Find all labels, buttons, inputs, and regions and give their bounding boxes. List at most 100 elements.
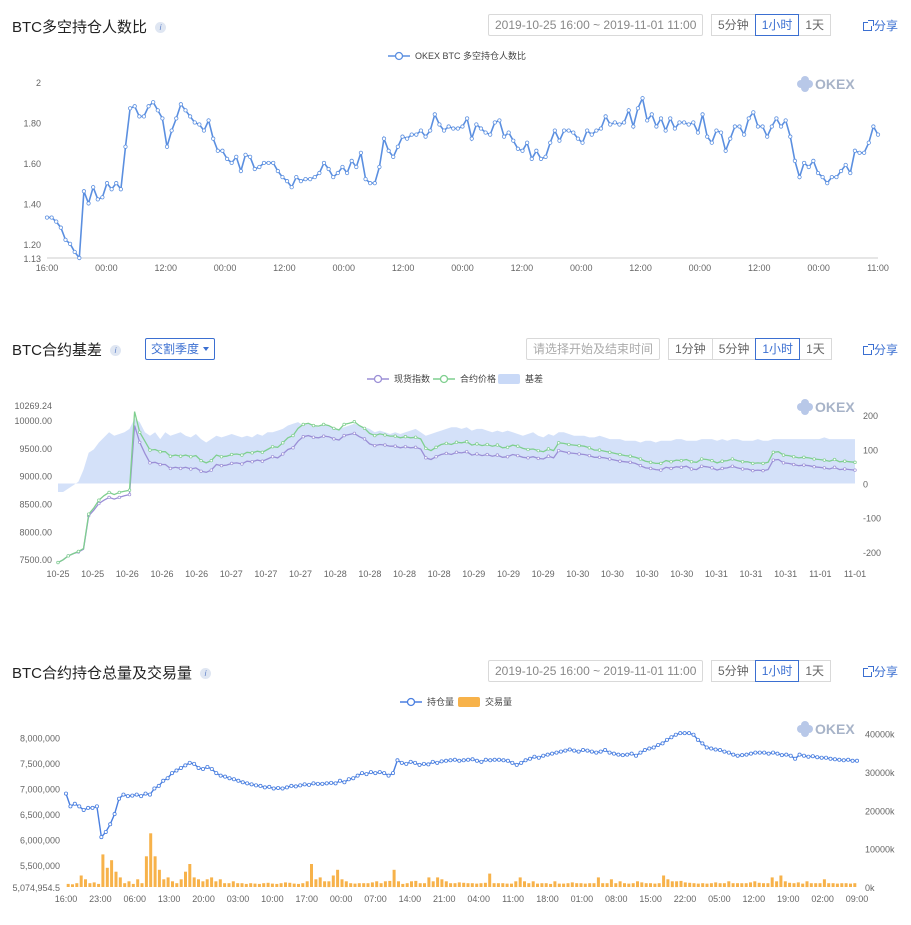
x-tick-label: 02:00 — [811, 894, 834, 904]
data-point — [802, 463, 806, 467]
data-point — [446, 124, 451, 129]
volume-bar — [840, 883, 844, 887]
interval-1hour-button[interactable]: 1小时 — [754, 14, 800, 36]
volume-bar — [227, 883, 231, 887]
data-point — [846, 757, 851, 762]
interval-5min-button[interactable]: 5分钟 — [711, 338, 757, 360]
data-point — [281, 441, 285, 445]
x-tick-label: 22:00 — [674, 894, 697, 904]
y-left-tick-label: 8500.00 — [19, 500, 52, 510]
date-range-picker[interactable]: 2019-10-25 16:00 ~ 2019-11-01 11:00 — [488, 14, 704, 36]
interval-5min-button[interactable]: 5分钟 — [711, 660, 756, 682]
volume-bar — [831, 883, 835, 887]
data-point — [342, 422, 346, 427]
data-point — [107, 490, 111, 495]
info-icon[interactable]: i — [155, 22, 167, 33]
data-point — [189, 467, 193, 471]
data-point — [54, 219, 59, 224]
volume-bar — [549, 883, 553, 887]
data-point — [541, 753, 546, 758]
info-icon[interactable]: i — [200, 668, 212, 679]
data-point — [792, 462, 796, 467]
data-point — [669, 460, 673, 464]
share-button[interactable]: 分享 — [863, 17, 898, 34]
x-tick-label: 10-29 — [497, 569, 520, 579]
data-point — [485, 452, 489, 457]
interval-1min-button[interactable]: 1分钟 — [668, 338, 713, 360]
x-tick-label: 10-26 — [185, 569, 208, 579]
data-point — [515, 146, 521, 151]
data-point — [423, 134, 428, 139]
interval-1hour-button[interactable]: 1小时 — [755, 338, 801, 360]
data-point — [200, 767, 205, 772]
interval-1day-button[interactable]: 1天 — [798, 14, 832, 36]
date-range-picker[interactable]: 2019-10-25 16:00 ~ 2019-11-01 11:00 — [488, 660, 704, 682]
data-point — [792, 455, 796, 459]
data-point — [558, 749, 563, 754]
data-point — [364, 772, 369, 777]
data-point — [567, 442, 571, 447]
data-point — [452, 757, 457, 762]
volume-bar — [436, 877, 440, 887]
data-point — [271, 786, 276, 791]
data-point — [349, 158, 354, 163]
interval-5min-button[interactable]: 5分钟 — [711, 14, 756, 36]
date-range-picker[interactable]: 请选择开始及结束时间 — [526, 338, 661, 360]
data-point — [240, 780, 245, 785]
data-point — [852, 148, 858, 153]
x-tick-label: 19:00 — [777, 894, 800, 904]
data-point — [196, 765, 201, 770]
volume-bar — [266, 882, 270, 887]
data-point — [229, 160, 234, 166]
data-point — [386, 773, 391, 778]
share-button[interactable]: 分享 — [863, 663, 898, 680]
data-point — [400, 134, 405, 139]
data-point — [118, 187, 123, 192]
volume-bar — [305, 881, 309, 888]
volume-bar — [605, 883, 609, 887]
interval-1hour-button[interactable]: 1小时 — [754, 660, 800, 682]
data-point — [258, 783, 263, 788]
volume-bar — [375, 881, 379, 888]
data-point — [545, 752, 550, 757]
data-point — [469, 136, 474, 141]
data-point — [68, 804, 73, 809]
data-point — [354, 164, 359, 170]
data-point — [58, 225, 63, 230]
data-point — [205, 764, 210, 769]
data-point — [152, 786, 157, 791]
data-point — [815, 755, 820, 760]
basis-panel: BTC合约基差 i 交割季度 请选择开始及结束时间 1分钟 5分钟 1小时 1天 … — [0, 325, 911, 615]
data-point — [270, 445, 275, 449]
share-button[interactable]: 分享 — [863, 341, 898, 358]
interval-1day-button[interactable]: 1天 — [798, 660, 832, 682]
data-point — [744, 752, 749, 757]
data-point — [342, 433, 346, 438]
data-point — [589, 749, 594, 754]
info-icon[interactable]: i — [110, 345, 122, 356]
volume-bar — [401, 883, 405, 887]
y-left-tick-label: 6,000,000 — [20, 836, 60, 846]
data-point — [519, 760, 524, 765]
x-tick-label: 05:00 — [708, 894, 731, 904]
volume-bar — [601, 883, 605, 887]
contract-type-dropdown[interactable]: 交割季度 — [145, 338, 216, 360]
data-point — [465, 450, 469, 454]
data-point — [710, 458, 714, 463]
x-tick-label: 10-31 — [774, 569, 797, 579]
data-point — [575, 136, 581, 141]
data-point — [454, 440, 459, 444]
x-tick-label: 00:00 — [330, 894, 353, 904]
data-point — [404, 136, 410, 141]
x-tick-label: 11-01 — [809, 569, 831, 579]
data-point — [158, 462, 162, 467]
data-point — [434, 455, 438, 459]
data-point — [718, 130, 724, 135]
data-point — [775, 751, 780, 756]
data-point — [841, 758, 846, 763]
volume-bar — [844, 883, 848, 887]
interval-1day-button[interactable]: 1天 — [799, 338, 832, 360]
data-point — [779, 753, 784, 758]
volume-bar — [462, 882, 466, 887]
volume-bar — [231, 881, 235, 888]
